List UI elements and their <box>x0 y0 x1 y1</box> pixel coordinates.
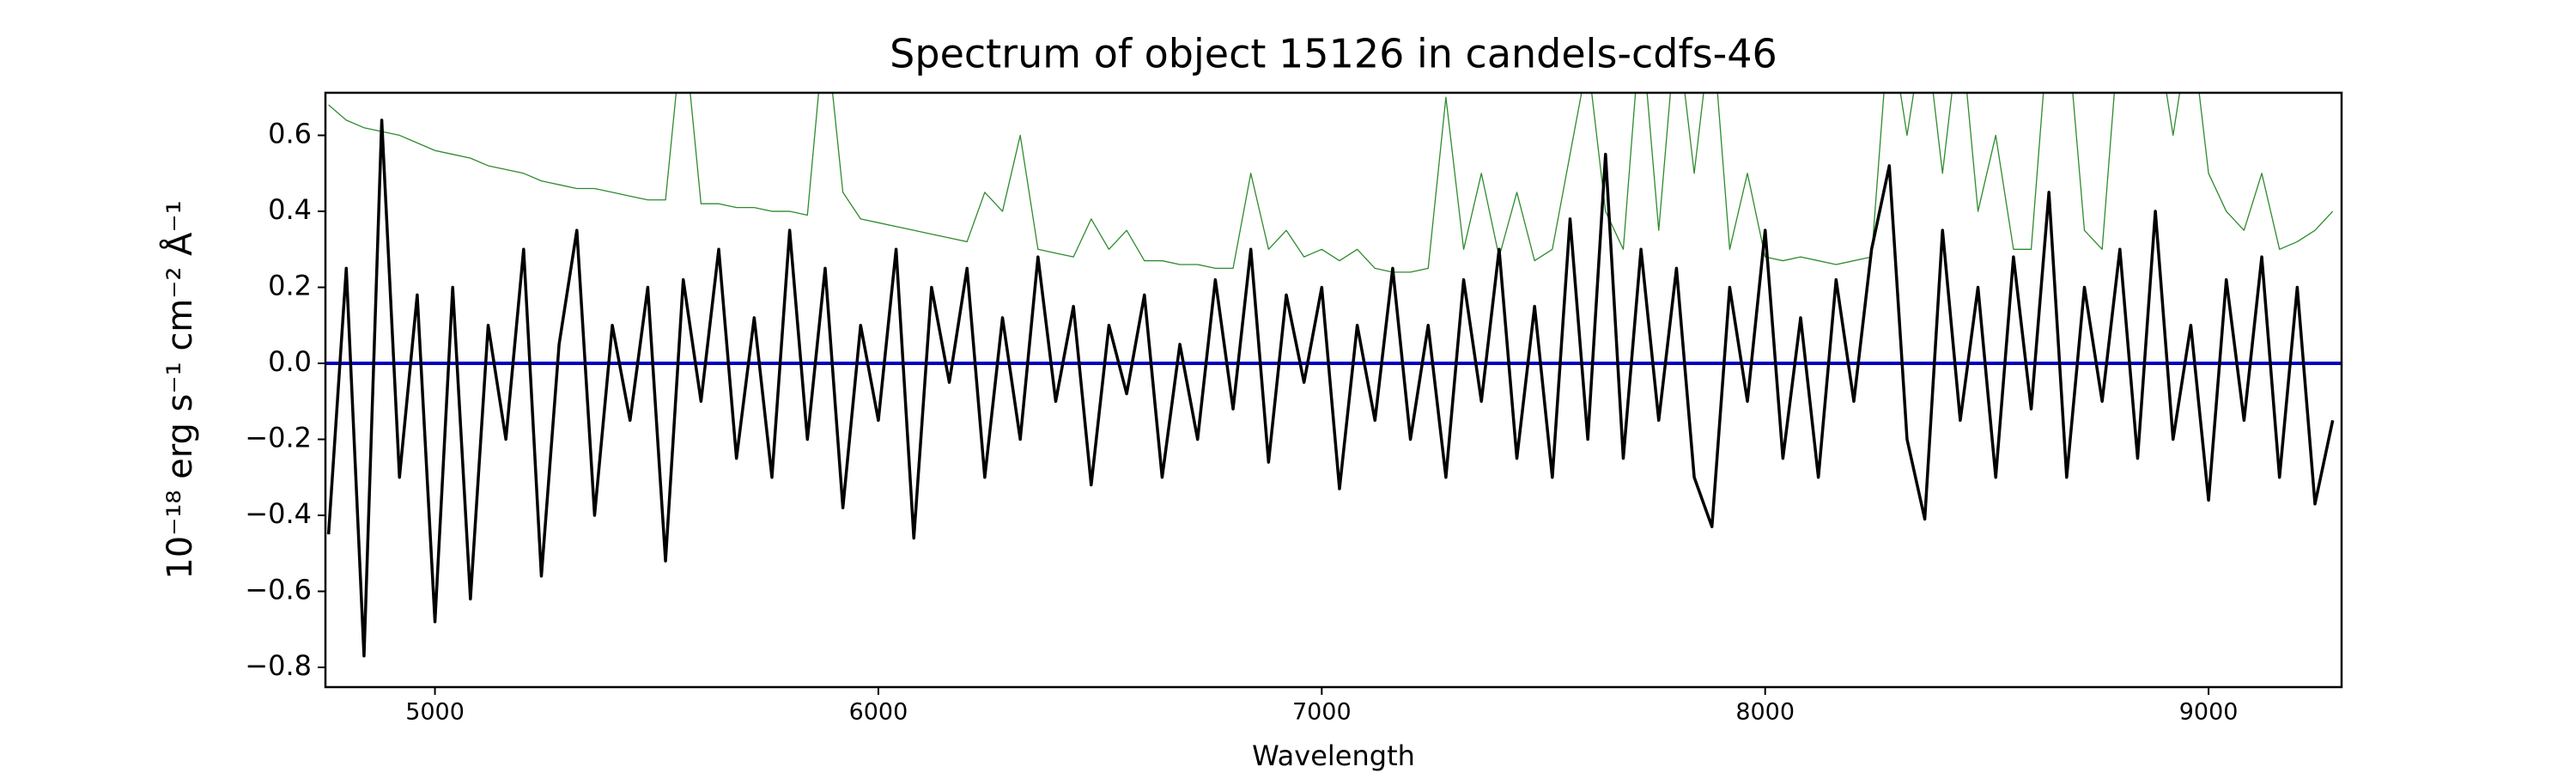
x-tick-label: 6000 <box>849 699 908 726</box>
axes-frame <box>324 91 2343 689</box>
chart-title: Spectrum of object 15126 in candels-cdfs… <box>890 31 1777 77</box>
y-tick-label: 0.4 <box>268 193 312 226</box>
y-tick-label: −0.8 <box>245 649 312 682</box>
x-axis-label: Wavelength <box>1252 740 1415 772</box>
x-tick-label: 7000 <box>1292 699 1352 726</box>
y-tick-label: 0.6 <box>268 118 312 150</box>
x-tick-label: 9000 <box>2179 699 2239 726</box>
y-tick-label: 0.2 <box>268 270 312 302</box>
y-axis-label: 10⁻¹⁸ erg s⁻¹ cm⁻² Å⁻¹ <box>159 200 200 579</box>
x-tick-label: 8000 <box>1735 699 1795 726</box>
spectrum-line <box>326 119 2335 658</box>
plot-area <box>325 93 2342 658</box>
y-tick-label: 0.0 <box>268 345 312 378</box>
y-tick-label: −0.6 <box>245 574 312 606</box>
x-tick-label: 5000 <box>405 699 465 726</box>
y-tick-label: −0.4 <box>245 497 312 530</box>
spectrum-line <box>328 93 2334 273</box>
y-tick-label: −0.2 <box>245 422 312 454</box>
